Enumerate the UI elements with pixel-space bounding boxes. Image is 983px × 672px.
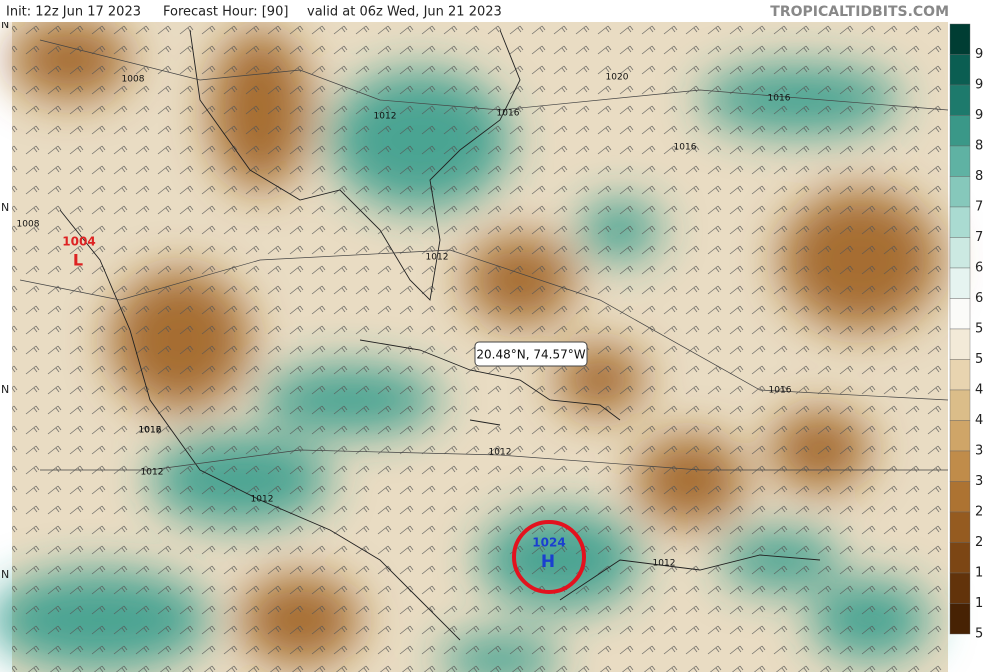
colorbar-swatch (949, 115, 971, 147)
colorbar-label: 9 (975, 108, 983, 123)
colorbar-label: 3 (975, 444, 983, 459)
colorbar-label: 4 (975, 413, 983, 428)
init-time: Init: 12z Jun 17 2023 (6, 5, 141, 20)
isobar-label: 1012 (374, 112, 397, 122)
high-symbol: H (541, 552, 555, 572)
colorbar-swatch (949, 328, 971, 360)
colorbar-label: 5 (975, 627, 983, 642)
isobar-label: 1016 (674, 143, 697, 153)
colorbar-label: 1 (975, 596, 983, 611)
colorbar-label: 6 (975, 291, 983, 306)
isobar-label: 1008 (122, 75, 145, 85)
high-pressure: 1024 (532, 536, 565, 550)
highlight-circle (512, 520, 586, 594)
colorbar-swatch (949, 298, 971, 330)
isobar-label: 1016 (768, 94, 791, 104)
colorbar-swatch (949, 389, 971, 421)
low-symbol: L (73, 251, 83, 270)
colorbar-label: 8 (975, 169, 983, 184)
colorbar-label: 2 (975, 505, 983, 520)
isobar-label: 1012 (653, 559, 676, 569)
low-pressure: 1004 (62, 235, 95, 249)
isobar-label: 1012 (139, 426, 162, 436)
isobar-label: 1012 (251, 495, 274, 505)
colorbar-swatch (949, 84, 971, 116)
isobar-label: 1012 (141, 468, 164, 478)
colorbar-swatch (949, 450, 971, 482)
isobar-label: 1016 (769, 386, 792, 396)
colorbar-swatch (949, 542, 971, 574)
colorbar-swatch (949, 572, 971, 604)
colorbar-swatch (949, 481, 971, 513)
colorbar-swatch (949, 267, 971, 299)
forecast-hour: Forecast Hour: [90] (163, 5, 288, 20)
colorbar-swatch (949, 54, 971, 86)
colorbar-label: 5 (975, 322, 983, 337)
colorbar-swatch (949, 511, 971, 543)
colorbar-label: 9 (975, 47, 983, 62)
colorbar-swatch (949, 603, 971, 635)
colorbar-swatch (949, 359, 971, 391)
colorbar-swatch (949, 23, 971, 55)
latitude-label: N (1, 201, 9, 214)
colorbar-label: 4 (975, 383, 983, 398)
colorbar-swatch (949, 206, 971, 238)
tooltip-text: 20.48°N, 74.57°W (476, 348, 585, 362)
tooltip-box (474, 341, 588, 367)
isobar-label: 1016 (139, 426, 162, 436)
isobar-label: 1020 (606, 73, 629, 83)
colorbar-label: 8 (975, 139, 983, 154)
isobar-label: 1012 (426, 253, 449, 263)
isobar-label: 1012 (489, 448, 512, 458)
valid-time: valid at 06z Wed, Jun 21 2023 (307, 5, 502, 20)
colorbar-label: 7 (975, 200, 983, 215)
colorbar-swatch (949, 176, 971, 208)
colorbar-label: 5 (975, 352, 983, 367)
colorbar-swatch (949, 237, 971, 269)
colorbar-label: 2 (975, 535, 983, 550)
latitude-label: N (1, 568, 9, 581)
site-watermark: TROPICALTIDBITS.COM (770, 4, 949, 20)
isobar-label: 1016 (497, 109, 520, 119)
colorbar-label: 1 (975, 566, 983, 581)
latitude-label: N (1, 18, 9, 31)
coastlines (19, 29, 949, 641)
colorbar: 9 9 9 8 8 7 7 6 6 5 5 4 4 3 3 2 2 1 1 5 (949, 23, 983, 642)
colorbar-label: 3 (975, 474, 983, 489)
colorbar-swatch (949, 145, 971, 177)
colorbar-label: 6 (975, 261, 983, 276)
latitude-label: N (1, 383, 9, 396)
isobar-label: 1008 (17, 220, 40, 230)
header-bar (0, 0, 983, 22)
colorbar-swatch (949, 420, 971, 452)
colorbar-label: 9 (975, 78, 983, 93)
colorbar-label: 7 (975, 230, 983, 245)
